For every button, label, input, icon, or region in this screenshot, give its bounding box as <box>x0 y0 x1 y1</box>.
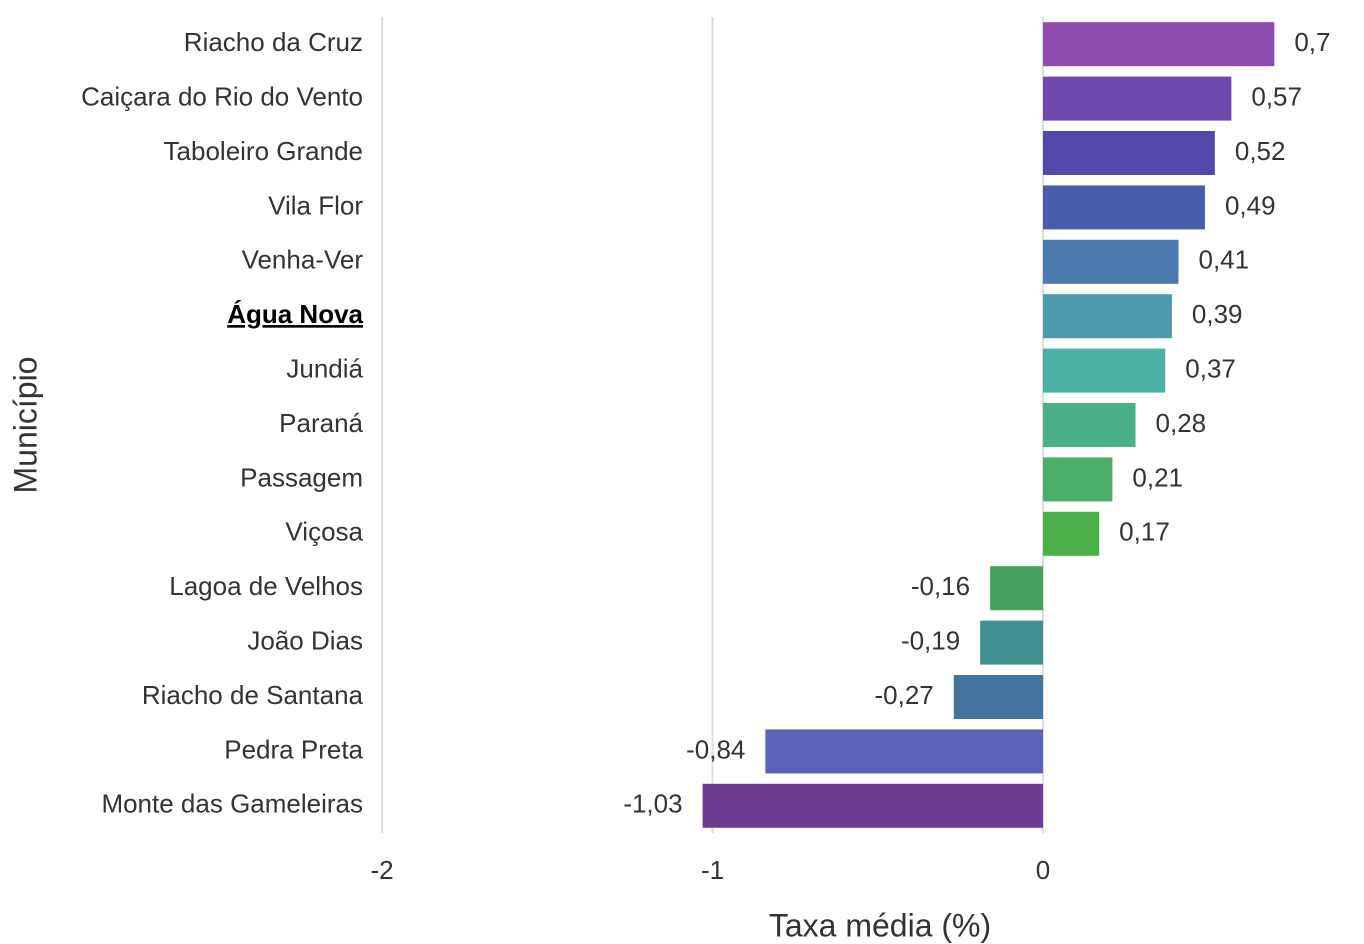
value-label: 0,57 <box>1251 81 1302 111</box>
y-tick-label: Riacho da Cruz <box>184 27 363 57</box>
value-label: 0,37 <box>1185 353 1236 383</box>
y-tick-label: Riacho de Santana <box>142 680 364 710</box>
bar <box>990 566 1043 611</box>
value-label: 0,52 <box>1235 136 1286 166</box>
y-tick-label: Monte das Gameleiras <box>101 789 363 819</box>
y-tick-label: Taboleiro Grande <box>164 136 363 166</box>
bar <box>765 729 1043 774</box>
value-label: 0,17 <box>1119 517 1170 547</box>
y-tick-label: Lagoa de Velhos <box>169 571 363 601</box>
bar <box>1043 239 1179 284</box>
y-tick-label: Caiçara do Rio do Vento <box>81 81 363 111</box>
value-label: -1,03 <box>623 789 682 819</box>
x-axis-title: Taxa média (%) <box>769 907 991 943</box>
y-tick-label: Venha-Ver <box>242 245 364 275</box>
y-tick-label: Pedra Preta <box>224 734 363 764</box>
bar <box>1043 403 1136 447</box>
value-label: 0,7 <box>1294 27 1330 57</box>
value-label: -0,27 <box>874 680 933 710</box>
bar <box>1043 131 1215 175</box>
value-label: -0,19 <box>901 625 960 655</box>
x-tick-label: -1 <box>701 855 724 885</box>
x-tick-label: -2 <box>370 855 393 885</box>
y-tick-label: Vila Flor <box>268 190 363 220</box>
y-tick-label: Viçosa <box>285 517 363 547</box>
bar <box>1043 22 1275 67</box>
y-tick-label: Passagem <box>240 462 363 492</box>
value-label: 0,28 <box>1156 408 1207 438</box>
x-tick-label: 0 <box>1036 855 1050 885</box>
y-tick-label: João Dias <box>247 625 363 655</box>
y-tick-label: Água Nova <box>227 299 363 329</box>
value-label: 0,21 <box>1132 462 1183 492</box>
value-label: 0,41 <box>1199 245 1250 275</box>
value-label: 0,39 <box>1192 299 1243 329</box>
bar <box>1043 76 1232 121</box>
bar <box>980 620 1043 665</box>
value-label: -0,84 <box>686 734 745 764</box>
bar <box>702 783 1043 828</box>
bar <box>1043 348 1166 393</box>
bar <box>1043 457 1113 502</box>
value-label: -0,16 <box>911 571 970 601</box>
bar <box>1043 511 1100 556</box>
value-label: 0,49 <box>1225 190 1276 220</box>
bar <box>1043 185 1205 230</box>
bar <box>1043 294 1172 339</box>
bar <box>953 675 1043 719</box>
y-tick-label: Paraná <box>279 408 363 438</box>
y-axis-title: Município <box>7 357 43 494</box>
y-tick-label: Jundiá <box>286 353 363 383</box>
